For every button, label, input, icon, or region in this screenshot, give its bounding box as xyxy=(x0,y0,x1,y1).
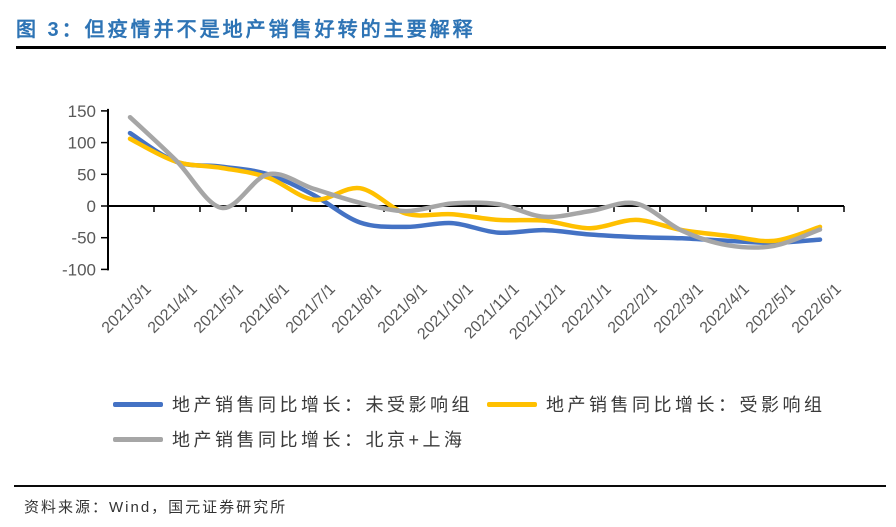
x-tick-label: 2022/1/1 xyxy=(559,281,615,337)
x-tick-label: 2021/3/1 xyxy=(99,281,155,337)
x-tick-label: 2021/8/1 xyxy=(329,281,385,337)
legend-swatch-gray xyxy=(113,436,163,442)
x-tick-label: 2021/5/1 xyxy=(191,281,247,337)
x-tick-label: 2022/5/1 xyxy=(743,281,799,337)
source-note: 资料来源：Wind，国元证券研究所 xyxy=(24,499,288,516)
y-tick-label: 0 xyxy=(87,197,96,216)
y-tick-label: -50 xyxy=(71,229,96,248)
series-line-1 xyxy=(127,136,823,244)
x-tick-label: 2021/7/1 xyxy=(283,281,339,337)
footer-divider xyxy=(14,485,886,487)
series-line-2 xyxy=(127,114,823,250)
legend-label: 地产销售同比增长：受影响组 xyxy=(546,395,826,415)
legend-item-unaffected: 地产销售同比增长：未受影响组 xyxy=(113,392,473,416)
x-tick-label: 2022/6/1 xyxy=(789,281,845,337)
x-tick-label: 2022/3/1 xyxy=(651,281,707,337)
x-tick-label: 2022/4/1 xyxy=(697,281,753,337)
legend-label: 地产销售同比增长：未受影响组 xyxy=(172,395,473,415)
legend-item-bjsh: 地产销售同比增长：北京+上海 xyxy=(113,427,466,451)
figure-title: 图 3：但疫情并不是地产销售好转的主要解释 xyxy=(16,19,476,41)
title-divider xyxy=(16,46,886,49)
x-tick-label: 2021/6/1 xyxy=(237,281,293,337)
legend-item-affected: 地产销售同比增长：受影响组 xyxy=(487,392,826,416)
y-tick-label: 150 xyxy=(68,102,96,121)
legend-swatch-blue xyxy=(113,401,163,407)
legend-swatch-yellow xyxy=(487,401,537,407)
y-tick-label: -100 xyxy=(62,260,96,279)
y-tick-label: 50 xyxy=(77,165,96,184)
y-tick-label: 100 xyxy=(68,134,96,153)
x-tick-label: 2022/2/1 xyxy=(605,281,661,337)
legend-label: 地产销售同比增长：北京+上海 xyxy=(172,430,466,450)
series-line-0 xyxy=(127,130,823,246)
x-tick-label: 2021/4/1 xyxy=(145,281,201,337)
